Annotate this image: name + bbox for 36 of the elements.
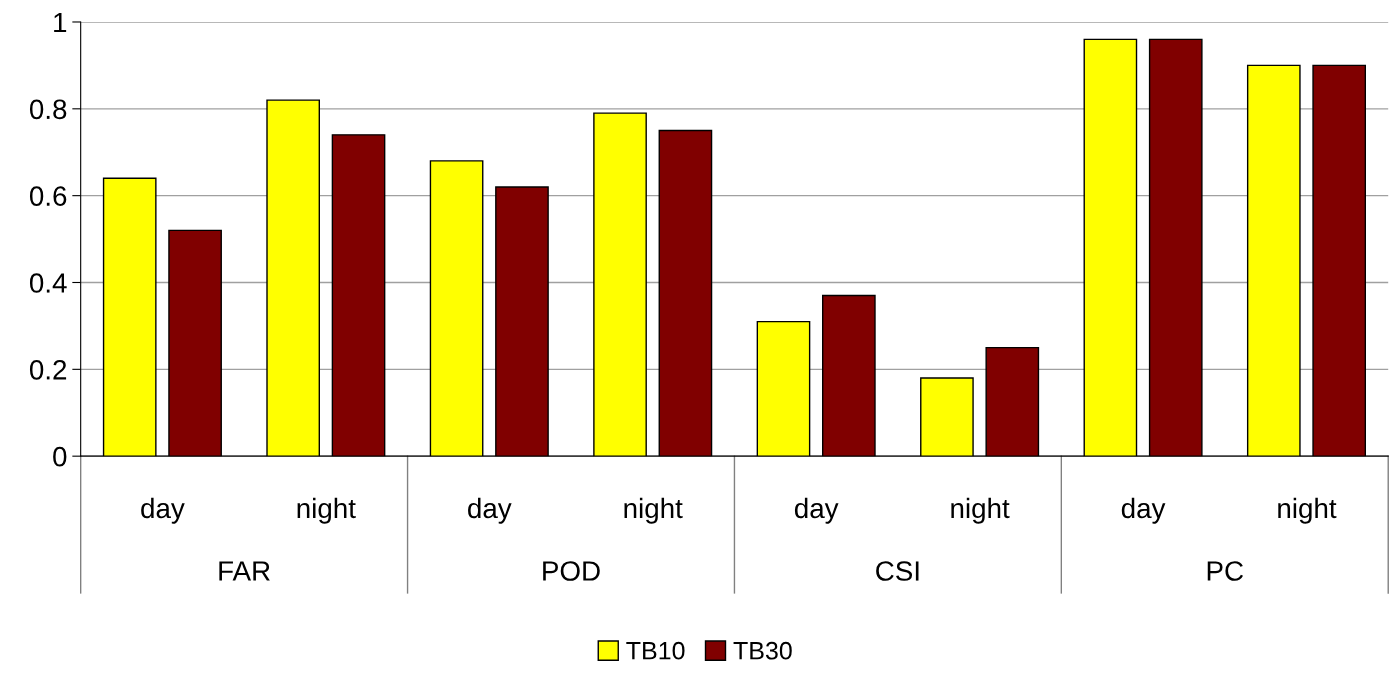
bar <box>822 294 876 457</box>
bar <box>1246 64 1301 457</box>
bar <box>168 229 222 457</box>
bar <box>1148 38 1203 457</box>
text: PC <box>1207 561 1244 581</box>
x-tick-label: day <box>794 497 839 524</box>
text: FAR <box>219 561 270 581</box>
y-tick-label: 1 <box>54 12 67 33</box>
x-tick-label: day <box>1121 497 1166 524</box>
bar <box>102 177 157 457</box>
x-tick-label: day <box>468 497 512 524</box>
x-tick-label: night <box>297 497 356 524</box>
x-tick-label: night <box>1278 497 1337 524</box>
bar <box>331 134 386 457</box>
bar <box>1083 38 1138 457</box>
legend-label: TB10 <box>626 641 685 660</box>
y-tick-label: 0.2 <box>29 360 67 380</box>
bar <box>756 320 811 457</box>
x-tick-label: day <box>141 497 185 524</box>
legend-label: TB30 <box>733 641 792 660</box>
bar <box>429 160 484 457</box>
text: CSI <box>876 561 919 581</box>
text: POD <box>543 561 600 581</box>
bar <box>266 99 320 457</box>
bar <box>985 346 1040 457</box>
bar <box>658 129 713 457</box>
bar <box>1312 64 1367 457</box>
x-tick-label: night <box>951 497 1010 524</box>
bar <box>495 186 549 457</box>
x-tick-label: night <box>624 497 683 524</box>
y-tick-label: 0.8 <box>29 99 67 120</box>
bar <box>593 112 647 457</box>
y-tick-label: 0 <box>53 446 67 467</box>
y-tick-label: 0.6 <box>29 186 67 206</box>
y-tick-label: 0.4 <box>29 273 67 293</box>
bar <box>920 377 974 457</box>
